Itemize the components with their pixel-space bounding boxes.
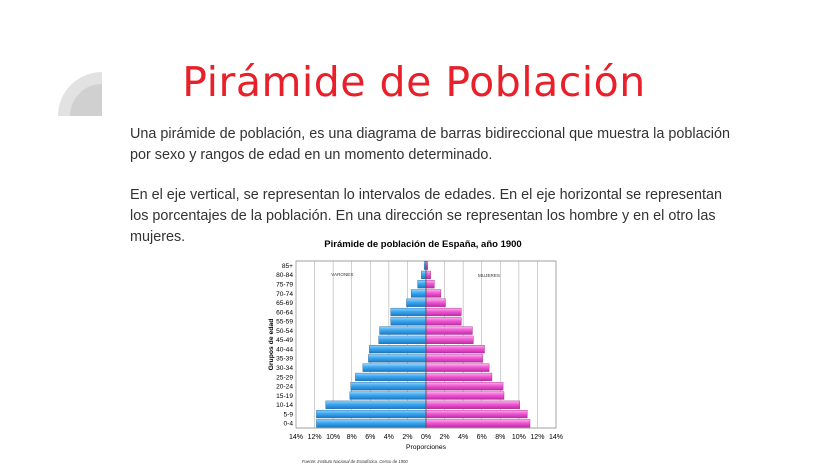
bar-female xyxy=(425,307,462,317)
bar-female xyxy=(425,326,473,335)
bar-female xyxy=(425,289,442,298)
age-group-label: 55-59 xyxy=(276,319,293,326)
bar-male xyxy=(355,372,427,382)
age-group-label: 60-64 xyxy=(276,309,293,316)
chart-title: Pirámide de población de España, año 190… xyxy=(324,239,522,250)
age-group-label: 10-14 xyxy=(276,402,293,409)
bar-male xyxy=(368,354,427,363)
page-title: Pirámide de Población xyxy=(182,58,646,106)
bar-female xyxy=(425,419,531,428)
bar-male xyxy=(362,363,427,372)
bar-female xyxy=(425,298,446,307)
bar-female xyxy=(425,335,474,344)
age-group-label: 30-34 xyxy=(276,365,293,372)
age-group-label: 45-49 xyxy=(276,337,293,344)
age-group-label: 75-79 xyxy=(276,281,293,288)
bar-female xyxy=(425,391,505,400)
age-group-label: 85+ xyxy=(282,263,293,270)
bar-male xyxy=(350,382,427,391)
bar-female xyxy=(425,345,485,354)
x-tick-label: 6% xyxy=(365,434,375,441)
series-label-females: MUJERES xyxy=(478,273,500,278)
x-tick-label: 10% xyxy=(512,434,526,441)
bar-female xyxy=(425,400,520,409)
bar-female xyxy=(425,372,493,382)
bar-male xyxy=(316,419,427,428)
population-pyramid-chart: Pirámide de población de España, año 190… xyxy=(260,236,570,464)
x-tick-label: 2% xyxy=(402,434,412,441)
chart-svg: 0-4 5-9 10-14 15-19 20-24 25-29 30-34 35-39 40-4… xyxy=(268,260,563,464)
bar-female xyxy=(425,409,528,419)
bar-female xyxy=(425,280,435,289)
x-tick-label: 12% xyxy=(308,434,322,441)
x-tick-label: 6% xyxy=(477,434,487,441)
x-tick-label: 14% xyxy=(289,434,303,441)
x-tick-label: 8% xyxy=(495,434,505,441)
bar-male xyxy=(378,335,427,344)
age-group-label: 80-84 xyxy=(276,272,293,279)
age-group-label: 15-19 xyxy=(276,393,293,400)
bar-male xyxy=(379,326,427,335)
age-group-label: 35-39 xyxy=(276,356,293,363)
decorative-arc xyxy=(58,72,102,116)
x-tick-label: 0% xyxy=(421,434,431,441)
x-tick-label: 2% xyxy=(440,434,450,441)
age-group-label: 5-9 xyxy=(283,411,293,418)
bar-male xyxy=(316,409,427,419)
bar-male xyxy=(421,270,427,280)
bar-female xyxy=(425,354,483,363)
x-tick-label: 14% xyxy=(549,434,563,441)
bar-male xyxy=(406,298,427,307)
x-tick-label: 8% xyxy=(347,434,357,441)
bar-female xyxy=(425,382,504,391)
x-tick-label: 10% xyxy=(326,434,340,441)
x-tick-label: 4% xyxy=(384,434,394,441)
age-group-label: 50-54 xyxy=(276,328,293,335)
bar-female xyxy=(425,270,431,280)
x-tick-label: 12% xyxy=(530,434,544,441)
age-group-label: 70-74 xyxy=(276,291,293,298)
series-label-males: VARONES xyxy=(331,272,353,277)
age-group-label: 25-29 xyxy=(276,374,293,381)
bar-male xyxy=(417,280,427,289)
age-group-label: 65-69 xyxy=(276,300,293,307)
age-group-label: 0-4 xyxy=(283,421,293,428)
x-tick-label: 4% xyxy=(458,434,468,441)
paragraph-definition: Una pirámide de población, es una diagra… xyxy=(130,126,730,163)
bar-male xyxy=(369,345,427,354)
bar-male xyxy=(390,317,427,326)
bar-female xyxy=(425,363,490,372)
bar-male xyxy=(410,289,427,298)
bar-female xyxy=(425,317,462,326)
source-note: Fuente: Instituto Nacional de Estadístic… xyxy=(302,459,408,464)
x-axis-label: Proporciones xyxy=(406,444,447,451)
age-group-label: 40-44 xyxy=(276,346,293,353)
bar-male xyxy=(390,307,427,317)
paragraph-axes: En el eje vertical, se representan lo in… xyxy=(130,187,722,245)
bar-male xyxy=(325,400,427,409)
bar-male xyxy=(349,391,427,400)
age-group-label: 20-24 xyxy=(276,384,293,391)
y-axis-label: Grupos de edad xyxy=(268,319,275,371)
